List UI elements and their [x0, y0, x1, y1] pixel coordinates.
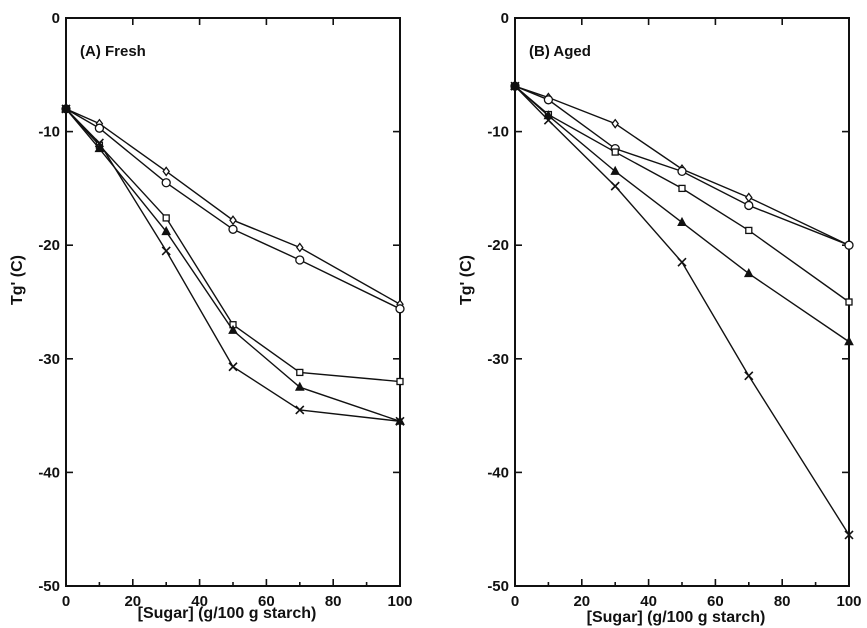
data-point-cross: [395, 416, 405, 426]
panel-title: (B) Aged: [529, 43, 591, 60]
plot-frame: [514, 17, 850, 587]
data-point-square: [678, 184, 686, 193]
data-point-cross: [161, 246, 171, 256]
data-point-circle: [395, 304, 405, 314]
series-line-square: [514, 85, 850, 303]
data-point-circle: [844, 240, 854, 250]
x-tick-label: 20: [124, 593, 141, 610]
y-tick-label: -50: [487, 578, 509, 595]
x-tick-label: 100: [387, 593, 412, 610]
data-point-triangle: [610, 165, 621, 175]
data-point-cross: [94, 138, 104, 148]
panel-fresh: 0 20 40 60 80 100 0 -10 -20 -30 -40 -50 (A) Fresh […: [9, 10, 413, 622]
data-point-diamond: [229, 215, 237, 226]
data-point-cross: [744, 371, 754, 381]
y-tick-label: 0: [501, 10, 509, 27]
data-point-square: [396, 377, 404, 386]
data-point-circle: [295, 255, 305, 265]
data-point-square: [745, 226, 753, 235]
y-tick-label: -10: [38, 124, 60, 141]
data-point-square: [162, 214, 170, 222]
series-line-circle: [65, 108, 401, 310]
data-point-cross: [543, 115, 553, 125]
x-tick-label: 0: [511, 593, 519, 610]
data-point-cross: [844, 530, 854, 540]
y-axis-title: Tg' (C): [9, 255, 26, 305]
data-point-cross: [295, 405, 305, 415]
series-line-diamond: [65, 108, 401, 305]
data-point-triangle: [543, 110, 554, 120]
x-tick-label: 80: [325, 593, 342, 610]
axis-ticks: 0 20 40 60 80 100 0 -10 -20 -30 -40 -50: [487, 10, 861, 610]
x-tick-label: 60: [258, 593, 275, 610]
panel-title: (A) Fresh: [80, 43, 146, 60]
data-point-square: [611, 148, 619, 156]
series-line-cross: [65, 108, 401, 422]
y-tick-label: -40: [487, 464, 509, 481]
y-tick-label: -30: [38, 351, 60, 368]
y-tick-label: -20: [487, 237, 509, 254]
x-tick-label: 80: [774, 593, 791, 610]
x-tick-label: 20: [573, 593, 590, 610]
data-point-circle: [744, 200, 754, 211]
data-point-triangle: [94, 143, 105, 153]
x-tick-label: 100: [836, 593, 861, 610]
data-point-cross: [61, 104, 71, 114]
y-tick-label: -10: [487, 124, 509, 141]
data-point-circle: [161, 178, 171, 188]
y-tick-label: -50: [38, 578, 60, 595]
y-tick-label: -20: [38, 237, 60, 254]
x-axis-title: [Sugar] (g/100 g starch): [138, 605, 317, 622]
data-point-diamond: [162, 166, 171, 177]
data-point-triangle: [294, 381, 305, 391]
axis-ticks: 0 20 40 60 80 100 0 -10 -20 -30 -40 -50: [38, 10, 412, 610]
data-point-cross: [228, 362, 238, 372]
x-tick-label: 40: [191, 593, 208, 610]
data-point-triangle: [228, 324, 238, 334]
data-point-square: [845, 298, 853, 306]
y-tick-label: -40: [38, 464, 60, 481]
series-line-diamond: [514, 85, 850, 246]
series-line-circle: [514, 85, 850, 246]
x-axis-title: [Sugar] (g/100 g starch): [587, 609, 766, 626]
data-point-cross: [610, 181, 620, 191]
series-group: [510, 80, 854, 540]
plot-frame: [65, 17, 401, 587]
y-tick-label: -30: [487, 351, 509, 368]
panel-aged: 0 20 40 60 80 100 0 -10 -20 -30 -40 -50 (B) Aged [S…: [458, 10, 862, 626]
x-tick-label: 60: [707, 593, 724, 610]
series-line-square: [65, 108, 401, 383]
data-point-cross: [677, 257, 687, 267]
x-tick-label: 40: [640, 593, 657, 610]
data-point-triangle: [844, 336, 854, 346]
data-point-square: [296, 368, 304, 377]
x-tick-label: 0: [62, 593, 70, 610]
y-tick-label: 0: [52, 10, 60, 27]
series-line-cross: [514, 85, 850, 536]
data-point-diamond: [744, 192, 753, 203]
series-line-triangle: [65, 108, 401, 422]
data-point-triangle: [161, 226, 172, 236]
series-group: [61, 103, 405, 426]
data-point-circle: [228, 224, 238, 234]
y-axis-title: Tg' (C): [458, 255, 475, 305]
data-point-triangle: [743, 268, 754, 278]
data-point-circle: [677, 166, 687, 177]
data-point-circle: [543, 95, 554, 105]
data-point-circle: [94, 123, 105, 133]
data-point-diamond: [295, 242, 304, 253]
data-point-cross: [510, 81, 520, 91]
data-point-triangle: [677, 216, 687, 226]
data-point-diamond: [611, 118, 620, 129]
series-line-triangle: [514, 85, 850, 343]
